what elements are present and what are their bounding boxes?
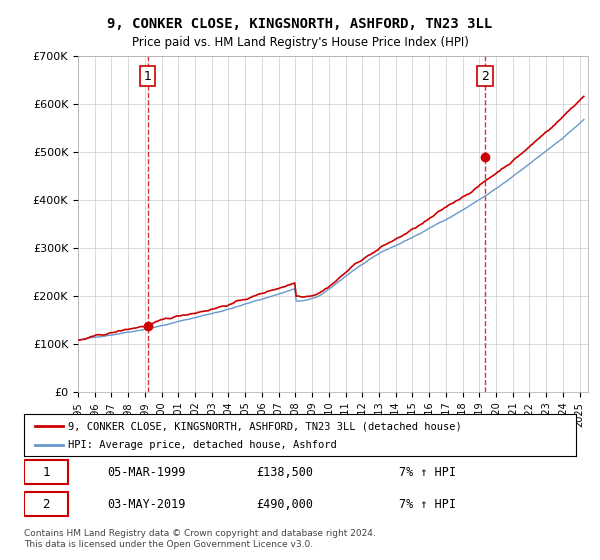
Text: 9, CONKER CLOSE, KINGSNORTH, ASHFORD, TN23 3LL: 9, CONKER CLOSE, KINGSNORTH, ASHFORD, TN… xyxy=(107,17,493,31)
Text: £490,000: £490,000 xyxy=(256,498,313,511)
Text: Price paid vs. HM Land Registry's House Price Index (HPI): Price paid vs. HM Land Registry's House … xyxy=(131,36,469,49)
Text: £138,500: £138,500 xyxy=(256,466,313,479)
Text: 9, CONKER CLOSE, KINGSNORTH, ASHFORD, TN23 3LL (detached house): 9, CONKER CLOSE, KINGSNORTH, ASHFORD, TN… xyxy=(68,421,462,431)
Text: Contains HM Land Registry data © Crown copyright and database right 2024.
This d: Contains HM Land Registry data © Crown c… xyxy=(24,529,376,549)
Text: 7% ↑ HPI: 7% ↑ HPI xyxy=(400,466,457,479)
Text: 1: 1 xyxy=(144,69,152,83)
Text: 2: 2 xyxy=(43,498,50,511)
Text: 7% ↑ HPI: 7% ↑ HPI xyxy=(400,498,457,511)
FancyBboxPatch shape xyxy=(24,460,68,484)
Text: 05-MAR-1999: 05-MAR-1999 xyxy=(107,466,185,479)
FancyBboxPatch shape xyxy=(24,492,68,516)
Text: HPI: Average price, detached house, Ashford: HPI: Average price, detached house, Ashf… xyxy=(68,440,337,450)
Text: 2: 2 xyxy=(481,69,489,83)
Text: 03-MAY-2019: 03-MAY-2019 xyxy=(107,498,185,511)
Text: 1: 1 xyxy=(43,466,50,479)
